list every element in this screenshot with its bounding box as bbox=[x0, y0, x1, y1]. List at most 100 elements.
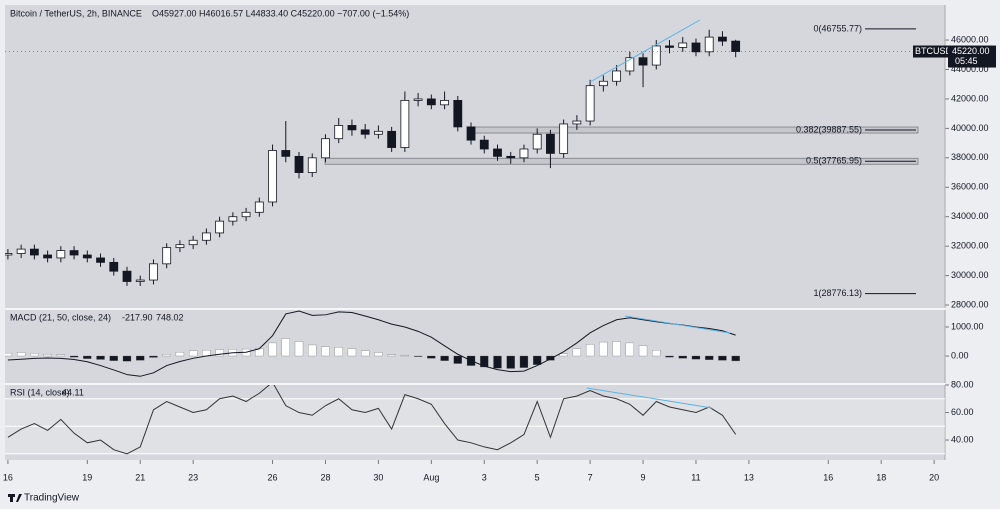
candle-body bbox=[598, 80, 608, 87]
histogram-bar bbox=[69, 355, 79, 358]
rsi-title: RSI (14, close) bbox=[10, 387, 70, 397]
candle-body bbox=[347, 125, 357, 131]
main-plot: 0(46755.77) 0.382(39887.55) 0.5(37765.95) 1… bbox=[5, 23, 919, 298]
histogram-bar bbox=[361, 350, 370, 357]
candle-body bbox=[321, 138, 330, 159]
histogram-bar bbox=[109, 355, 118, 361]
symbol-tag bbox=[913, 45, 948, 58]
histogram-bar bbox=[16, 352, 26, 357]
candle-body bbox=[559, 123, 569, 154]
histogram-bar bbox=[652, 350, 661, 357]
y-tick-label: 60.00 bbox=[951, 407, 974, 417]
candle-body bbox=[678, 42, 688, 48]
histogram-bar bbox=[136, 355, 145, 361]
candle-body bbox=[109, 261, 119, 272]
histogram-bar bbox=[56, 354, 65, 357]
histogram-bar bbox=[731, 355, 740, 362]
candle-body bbox=[374, 130, 383, 135]
candle-body bbox=[466, 126, 476, 141]
y-tick-label: 44000.00 bbox=[951, 64, 989, 74]
symbol-label: BTCUSDT bbox=[915, 46, 958, 56]
candle-body bbox=[281, 150, 291, 157]
histogram-bar bbox=[572, 348, 582, 357]
y-tick-label: 42000.00 bbox=[951, 93, 989, 103]
histogram-bar bbox=[281, 338, 290, 357]
y-tick-label: 38000.00 bbox=[951, 152, 989, 162]
histogram-bar bbox=[308, 344, 317, 357]
candle-body bbox=[56, 250, 66, 259]
histogram-bar bbox=[162, 354, 171, 357]
histogram-bar bbox=[533, 355, 542, 365]
candle-body bbox=[360, 129, 370, 135]
rsi-line bbox=[7, 385, 737, 455]
trend-line bbox=[589, 19, 701, 83]
candle-body bbox=[215, 220, 225, 234]
candle-body bbox=[162, 247, 172, 265]
y-tick-label: 80.00 bbox=[951, 379, 974, 389]
histogram-bar bbox=[321, 346, 330, 357]
x-tick-label: 28 bbox=[320, 472, 330, 482]
histogram-bar bbox=[268, 342, 277, 357]
x-tick-label: 30 bbox=[373, 472, 383, 482]
macd-plot bbox=[5, 310, 740, 377]
histogram-bar bbox=[189, 350, 198, 357]
histogram-bar bbox=[480, 355, 489, 368]
candle-body bbox=[149, 263, 158, 281]
candle-body bbox=[43, 254, 53, 259]
histogram-bar bbox=[638, 345, 648, 357]
y-tick-label: 46000.00 bbox=[951, 34, 989, 44]
candle-body bbox=[731, 40, 741, 52]
y-tick-label: 34000.00 bbox=[951, 211, 989, 221]
histogram-bar bbox=[5, 352, 13, 357]
candle-body bbox=[493, 148, 502, 157]
histogram-bar bbox=[440, 355, 449, 361]
candle-body bbox=[334, 125, 344, 140]
x-tick-label: 9 bbox=[641, 472, 646, 482]
histogram-bar bbox=[413, 355, 423, 357]
x-tick-label: 19 bbox=[82, 472, 92, 482]
macd-line bbox=[7, 310, 736, 377]
candle-body bbox=[440, 100, 449, 106]
candle-body bbox=[201, 232, 211, 241]
candle-body bbox=[268, 150, 277, 203]
histogram-bar bbox=[519, 355, 529, 368]
histogram-bar bbox=[334, 347, 343, 357]
candle-body bbox=[426, 98, 436, 106]
histogram-bar bbox=[718, 355, 727, 361]
y-tick-label: 36000.00 bbox=[951, 182, 989, 192]
chart-title: Bitcoin / TetherUS, 2h, BINANCE bbox=[10, 8, 142, 18]
candle-body bbox=[651, 45, 661, 66]
candle-body bbox=[585, 85, 595, 122]
histogram-bar bbox=[374, 352, 383, 357]
x-tick-label: 18 bbox=[876, 472, 886, 482]
candle-body bbox=[387, 130, 397, 148]
histogram-bar bbox=[546, 355, 555, 361]
candle-body bbox=[638, 57, 648, 66]
rsi-plot bbox=[5, 385, 945, 455]
candle-body bbox=[228, 216, 238, 222]
histogram-bar bbox=[625, 342, 634, 357]
y-tick-label: 40000.00 bbox=[951, 123, 989, 133]
histogram-bar bbox=[427, 355, 436, 359]
histogram-bar bbox=[215, 349, 224, 357]
x-tick-label: Aug bbox=[423, 472, 439, 482]
candle-body bbox=[5, 253, 13, 256]
histogram-bar bbox=[559, 353, 568, 357]
main-pane bbox=[5, 5, 945, 308]
candle-body bbox=[307, 157, 317, 173]
candle-body bbox=[665, 45, 674, 48]
x-tick-label: 16 bbox=[3, 472, 13, 482]
candle-body bbox=[413, 98, 423, 101]
brand: TradingView bbox=[24, 493, 80, 504]
histogram-bar bbox=[83, 355, 92, 359]
histogram-bar bbox=[149, 355, 158, 358]
candle-body bbox=[612, 70, 621, 82]
candle-body bbox=[453, 100, 463, 128]
candle-body bbox=[546, 133, 555, 154]
macd-readout: -217.90 bbox=[122, 312, 153, 322]
candle-body bbox=[479, 139, 489, 150]
trend-line bbox=[624, 315, 731, 334]
candle-body bbox=[175, 244, 185, 249]
trend-line bbox=[586, 387, 713, 409]
